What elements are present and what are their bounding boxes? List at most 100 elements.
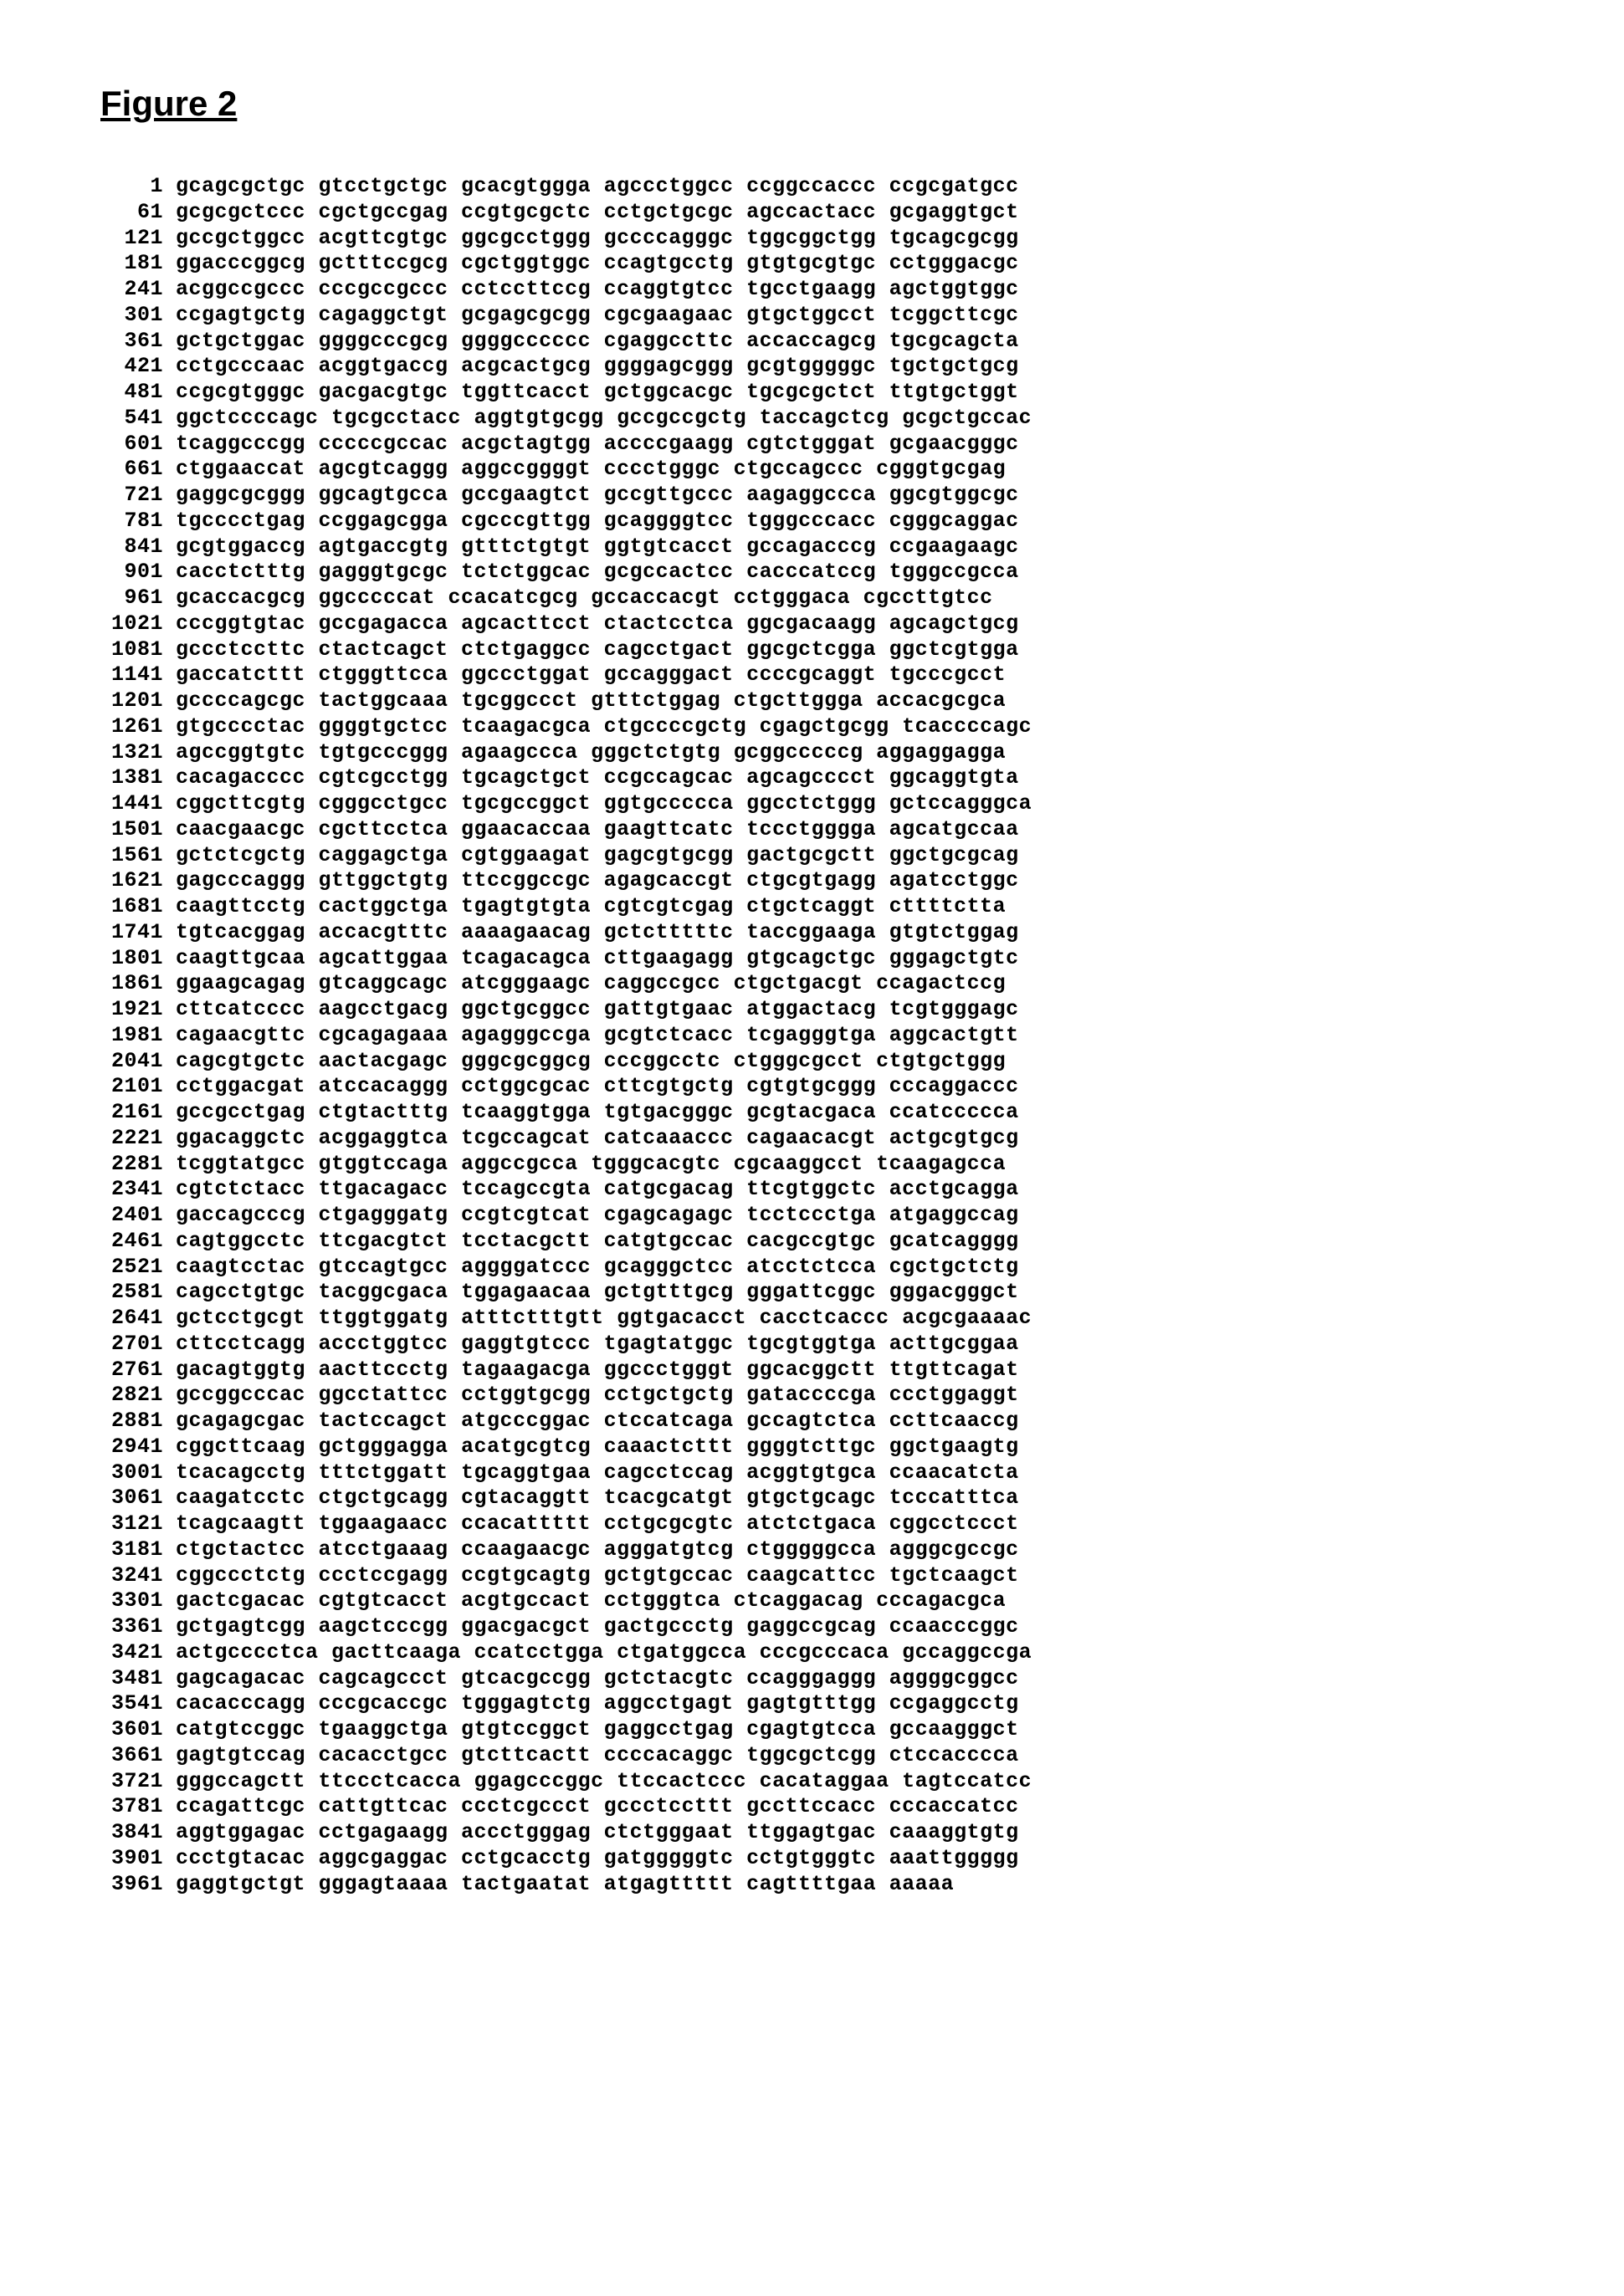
sequence-position: 2641 (100, 1306, 163, 1332)
sequence-position: 1741 (100, 920, 163, 946)
sequence-row: 1861 ggaagcagag gtcaggcagc atcgggaagc cag… (100, 971, 1524, 997)
sequence-row: 1561gctctcgctg caggagctga cgtggaagat gag… (100, 843, 1524, 869)
sequence-row: 2281tcggtatgcc gtggtccaga aggccgcca tggg… (100, 1152, 1524, 1178)
sequence-position: 2461 (100, 1229, 163, 1255)
sequence-bases: ctggaaccat agcgtcaggg aggccggggt cccctgg… (176, 457, 1006, 481)
sequence-position: 2221 (100, 1126, 163, 1152)
sequence-row: 2041cagcgtgctc aactacgagc gggcgcggcg ccc… (100, 1049, 1524, 1075)
sequence-position: 3241 (100, 1563, 163, 1589)
sequence-bases: tcagcaagtt tggaagaacc ccacattttt cctgcgc… (176, 1511, 1019, 1536)
sequence-bases: caagtcctac gtccagtgcc aggggatccc gcagggc… (176, 1255, 1019, 1279)
sequence-position: 3301 (100, 1588, 163, 1614)
sequence-row: 1021 cccggtgtac gccgagacca agcacttcct cta… (100, 611, 1524, 637)
sequence-position: 3661 (100, 1743, 163, 1769)
sequence-position: 1261 (100, 714, 163, 740)
sequence-position: 1021 (100, 611, 163, 637)
sequence-bases: gacagtggtg aacttccctg tagaagacga ggccctg… (176, 1358, 1019, 1382)
sequence-bases: ctgctactcc atcctgaaag ccaagaacgc agggatg… (176, 1537, 1019, 1562)
sequence-position: 781 (100, 509, 163, 534)
sequence-position: 1981 (100, 1023, 163, 1049)
sequence-bases: gcgcgctccc cgctgccgag ccgtgcgctc cctgctg… (176, 200, 1019, 224)
sequence-position: 3841 (100, 1820, 163, 1846)
sequence-row: 361gctgctggac ggggcccgcg ggggcccccc cgag… (100, 329, 1524, 355)
sequence-row: 3421actgcccctca gacttcaaga ccatcctgga ct… (100, 1640, 1524, 1666)
sequence-position: 301 (100, 303, 163, 329)
sequence-position: 3541 (100, 1691, 163, 1717)
sequence-row: 1141gaccatcttt ctgggttcca ggccctggat gcc… (100, 662, 1524, 688)
sequence-row: 541ggctccccagc tgcgcctacc aggtgtgcgg gcc… (100, 406, 1524, 432)
sequence-bases: catgtccggc tgaaggctga gtgtccggct gaggcct… (176, 1717, 1019, 1741)
sequence-bases: gaccatcttt ctgggttcca ggccctggat gccaggg… (176, 662, 1006, 687)
sequence-position: 1801 (100, 946, 163, 972)
sequence-row: 1321 agccggtgtc tgtgcccggg agaagccca gggc… (100, 740, 1524, 766)
sequence-position: 3001 (100, 1460, 163, 1486)
sequence-bases: caagttcctg cactggctga tgagtgtgta cgtcgtc… (176, 894, 1006, 918)
sequence-row: 1681 caagttcctg cactggctga tgagtgtgta cgt… (100, 894, 1524, 920)
sequence-row: 721gaggcgcggg ggcagtgcca gccgaagtct gccg… (100, 483, 1524, 509)
sequence-bases: gcgtggaccg agtgaccgtg gtttctgtgt ggtgtca… (176, 534, 1019, 559)
sequence-position: 421 (100, 354, 163, 380)
sequence-bases: cttcctcagg accctggtcc gaggtgtccc tgagtat… (176, 1332, 1019, 1356)
sequence-position: 1681 (100, 894, 163, 920)
sequence-block: 1gcagcgctgc gtcctgctgc gcacgtggga agccct… (100, 174, 1524, 1897)
sequence-position: 1321 (100, 740, 163, 766)
sequence-bases: gaggcgcggg ggcagtgcca gccgaagtct gccgttg… (176, 483, 1019, 507)
sequence-bases: cacctctttg gagggtgcgc tctctggcac gcgccac… (176, 560, 1019, 584)
sequence-row: 421cctgcccaac acggtgaccg acgcactgcg gggg… (100, 354, 1524, 380)
sequence-position: 1201 (100, 688, 163, 714)
sequence-position: 3721 (100, 1769, 163, 1795)
sequence-row: 3181ctgctactcc atcctgaaag ccaagaacgc agg… (100, 1537, 1524, 1563)
sequence-bases: gccccagcgc tactggcaaa tgcggccct gtttctgg… (176, 688, 1006, 713)
sequence-bases: gaccagcccg ctgagggatg ccgtcgtcat cgagcag… (176, 1203, 1019, 1227)
sequence-bases: gccgctggcc acgttcgtgc ggcgcctggg gccccag… (176, 226, 1019, 250)
sequence-bases: gactcgacac cgtgtcacct acgtgccact cctgggt… (176, 1588, 1006, 1613)
sequence-bases: ggacccggcg gctttccgcg cgctggtggc ccagtgc… (176, 251, 1019, 275)
sequence-position: 3061 (100, 1485, 163, 1511)
sequence-row: 3901ccctgtacac aggcgaggac cctgcacctg gat… (100, 1846, 1524, 1872)
sequence-bases: gctctcgctg caggagctga cgtggaagat gagcgtg… (176, 843, 1019, 867)
sequence-bases: cagaacgttc cgcagagaaa agagggccga gcgtctc… (176, 1023, 1019, 1047)
sequence-position: 601 (100, 432, 163, 458)
sequence-position: 1921 (100, 997, 163, 1023)
sequence-row: 181 ggacccggcg gctttccgcg cgctggtggc ccag… (100, 251, 1524, 277)
sequence-position: 541 (100, 406, 163, 432)
sequence-bases: cttcatcccc aagcctgacg ggctgcggcc gattgtg… (176, 997, 1019, 1021)
sequence-position: 3901 (100, 1846, 163, 1872)
sequence-row: 961gcaccacgcg ggcccccat ccacatcgcg gccac… (100, 586, 1524, 611)
sequence-row: 3361gctgagtcgg aagctcccgg ggacgacgct gac… (100, 1614, 1524, 1640)
sequence-row: 1gcagcgctgc gtcctgctgc gcacgtggga agccct… (100, 174, 1524, 200)
sequence-row: 1921 cttcatcccc aagcctgacg ggctgcggcc gat… (100, 997, 1524, 1023)
sequence-bases: gccgcctgag ctgtactttg tcaaggtgga tgtgacg… (176, 1100, 1019, 1124)
sequence-bases: acggccgccc cccgccgccc cctccttccg ccaggtg… (176, 277, 1019, 301)
sequence-bases: ggaagcagag gtcaggcagc atcgggaagc caggccg… (176, 971, 1006, 995)
sequence-position: 3481 (100, 1666, 163, 1692)
sequence-position: 241 (100, 277, 163, 303)
sequence-row: 1741tgtcacggag accacgtttc aaaagaacag gct… (100, 920, 1524, 946)
sequence-row: 301 ccgagtgctg cagaggctgt gcgagcgcgg cgcg… (100, 303, 1524, 329)
sequence-row: 2341cgtctctacc ttgacagacc tccagccgta cat… (100, 1177, 1524, 1203)
sequence-row: 2161gccgcctgag ctgtactttg tcaaggtgga tgt… (100, 1100, 1524, 1126)
sequence-bases: gctgagtcgg aagctcccgg ggacgacgct gactgcc… (176, 1614, 1019, 1639)
sequence-position: 1861 (100, 971, 163, 997)
sequence-position: 181 (100, 251, 163, 277)
sequence-position: 2341 (100, 1177, 163, 1203)
sequence-row: 2521caagtcctac gtccagtgcc aggggatccc gca… (100, 1255, 1524, 1281)
sequence-position: 2761 (100, 1358, 163, 1383)
sequence-row: 1801caagttgcaa agcattggaa tcagacagca ctt… (100, 946, 1524, 972)
sequence-position: 2701 (100, 1332, 163, 1358)
sequence-bases: cccggtgtac gccgagacca agcacttcct ctactcc… (176, 611, 1019, 636)
sequence-bases: tcaggcccgg cccccgccac acgctagtgg accccga… (176, 432, 1019, 456)
sequence-bases: agccggtgtc tgtgcccggg agaagccca gggctctg… (176, 740, 1006, 764)
sequence-bases: caacgaacgc cgcttcctca ggaacaccaa gaagttc… (176, 817, 1019, 841)
sequence-bases: cggccctctg ccctccgagg ccgtgcagtg gctgtgc… (176, 1563, 1019, 1588)
sequence-bases: gaggtgctgt gggagtaaaa tactgaatat atgagtt… (176, 1872, 954, 1896)
sequence-position: 841 (100, 534, 163, 560)
sequence-row: 1261gtgcccctac ggggtgctcc tcaagacgca ctg… (100, 714, 1524, 740)
sequence-row: 661ctggaaccat agcgtcaggg aggccggggt cccc… (100, 457, 1524, 483)
sequence-bases: ccgcgtgggc gacgacgtgc tggttcacct gctggca… (176, 380, 1019, 404)
sequence-row: 2581cagcctgtgc tacggcgaca tggagaacaa gct… (100, 1280, 1524, 1306)
sequence-bases: ccgagtgctg cagaggctgt gcgagcgcgg cgcgaag… (176, 303, 1019, 327)
sequence-row: 1441cggcttcgtg cgggcctgcc tgcgccggct ggt… (100, 791, 1524, 817)
sequence-row: 3661gagtgtccag cacacctgcc gtcttcactt ccc… (100, 1743, 1524, 1769)
sequence-position: 2821 (100, 1383, 163, 1409)
